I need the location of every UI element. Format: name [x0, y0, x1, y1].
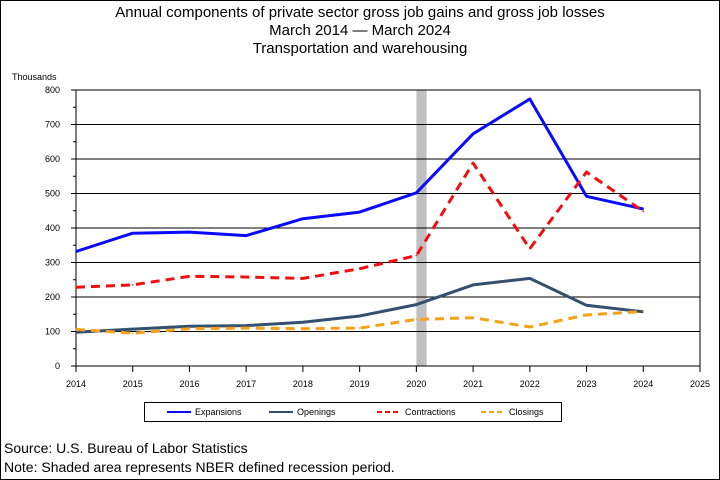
source-note: Source: U.S. Bureau of Labor Statistics [4, 440, 248, 456]
data-point-expansions [585, 195, 588, 198]
data-point-contractions [302, 277, 304, 280]
data-point-closings [245, 327, 247, 329]
data-point-contractions [642, 210, 645, 213]
data-point-closings [415, 318, 418, 321]
data-point-openings [302, 321, 304, 323]
data-point-closings [75, 328, 77, 331]
x-tick-label: 2022 [520, 379, 540, 389]
chart-date-range: March 2014 — March 2024 [269, 22, 451, 39]
data-point-closings [131, 332, 134, 335]
data-point-closings [358, 327, 361, 329]
legend-swatch-closings [481, 411, 505, 413]
data-point-openings [472, 284, 474, 286]
x-tick-label: 2020 [406, 379, 426, 389]
chart-title-block: Annual components of private sector gros… [0, 4, 720, 58]
x-tick-label: 2018 [293, 379, 313, 389]
y-tick-label: 700 [45, 120, 60, 130]
x-tick-label: 2016 [179, 379, 199, 389]
y-axis-label: Thousands [12, 72, 57, 82]
legend-label-openings: Openings [297, 407, 336, 417]
data-point-openings [188, 325, 191, 328]
data-point-contractions [358, 267, 361, 270]
legend-item-openings: Openings [269, 403, 336, 421]
legend-label-closings: Closings [509, 407, 544, 417]
data-point-expansions [131, 232, 134, 234]
legend-item-expansions: Expansions [167, 403, 242, 421]
data-point-contractions [131, 284, 134, 286]
line-chart: 0 100 200 300 400 500 600 700 800 Thousands 2014 20… [12, 72, 710, 389]
data-point-contractions [585, 171, 588, 173]
series-line-openings [75, 276, 644, 334]
data-point-openings [245, 324, 247, 327]
data-point-contractions [529, 247, 531, 250]
data-point-expansions [529, 98, 531, 100]
data-point-expansions [642, 208, 645, 210]
data-point-expansions [472, 133, 474, 135]
x-tick-label: 2023 [577, 379, 597, 389]
data-point-closings [642, 310, 645, 313]
x-tick-label: 2024 [633, 379, 653, 389]
data-point-closings [529, 326, 531, 328]
y-tick-label: 600 [45, 154, 60, 164]
data-point-openings [529, 277, 531, 280]
y-tick-label: 0 [55, 361, 60, 371]
data-point-expansions [245, 234, 247, 237]
series-line-expansions [75, 97, 644, 253]
legend-label-expansions: Expansions [195, 407, 242, 417]
data-point-closings [472, 316, 474, 319]
data-point-contractions [245, 276, 247, 278]
data-point-closings [585, 314, 588, 316]
y-tick-label: 400 [45, 223, 60, 233]
y-tick-label: 300 [45, 258, 60, 268]
legend-item-closings: Closings [481, 403, 544, 421]
chart-title: Annual components of private sector gros… [115, 4, 605, 21]
data-point-expansions [75, 250, 77, 253]
data-point-expansions [302, 217, 304, 220]
data-point-openings [585, 304, 588, 307]
data-point-contractions [472, 162, 474, 164]
data-point-contractions [415, 254, 418, 257]
chart-industry: Transportation and warehousing [252, 40, 468, 57]
x-tick-label: 2017 [236, 379, 256, 389]
x-tick-label: 2015 [123, 379, 143, 389]
recession-note: Note: Shaded area represents NBER define… [4, 459, 395, 475]
data-point-openings [131, 328, 134, 330]
x-tick-label: 2025 [690, 379, 710, 389]
series-line-closings [75, 310, 644, 335]
chart-legend: Expansions Openings Contractions Closing… [144, 402, 562, 422]
y-tick-label: 800 [45, 85, 60, 95]
data-point-contractions [75, 286, 77, 289]
x-tick-label: 2019 [350, 379, 370, 389]
data-point-expansions [415, 192, 418, 194]
y-tick-label: 100 [45, 327, 60, 337]
data-point-closings [188, 327, 191, 330]
y-tick-label: 500 [45, 189, 60, 199]
data-point-contractions [188, 275, 191, 278]
legend-swatch-contractions [377, 411, 401, 413]
data-point-expansions [188, 231, 191, 233]
x-tick-label: 2014 [66, 379, 86, 389]
data-point-openings [75, 331, 77, 333]
data-point-closings [302, 327, 304, 330]
y-tick-label: 200 [45, 292, 60, 302]
legend-swatch-openings [269, 411, 293, 413]
legend-swatch-expansions [167, 411, 191, 413]
data-point-expansions [358, 211, 361, 213]
data-point-openings [358, 315, 361, 317]
x-tick-label: 2021 [463, 379, 483, 389]
data-point-openings [415, 303, 418, 306]
legend-label-contractions: Contractions [405, 407, 456, 417]
legend-item-contractions: Contractions [377, 403, 456, 421]
